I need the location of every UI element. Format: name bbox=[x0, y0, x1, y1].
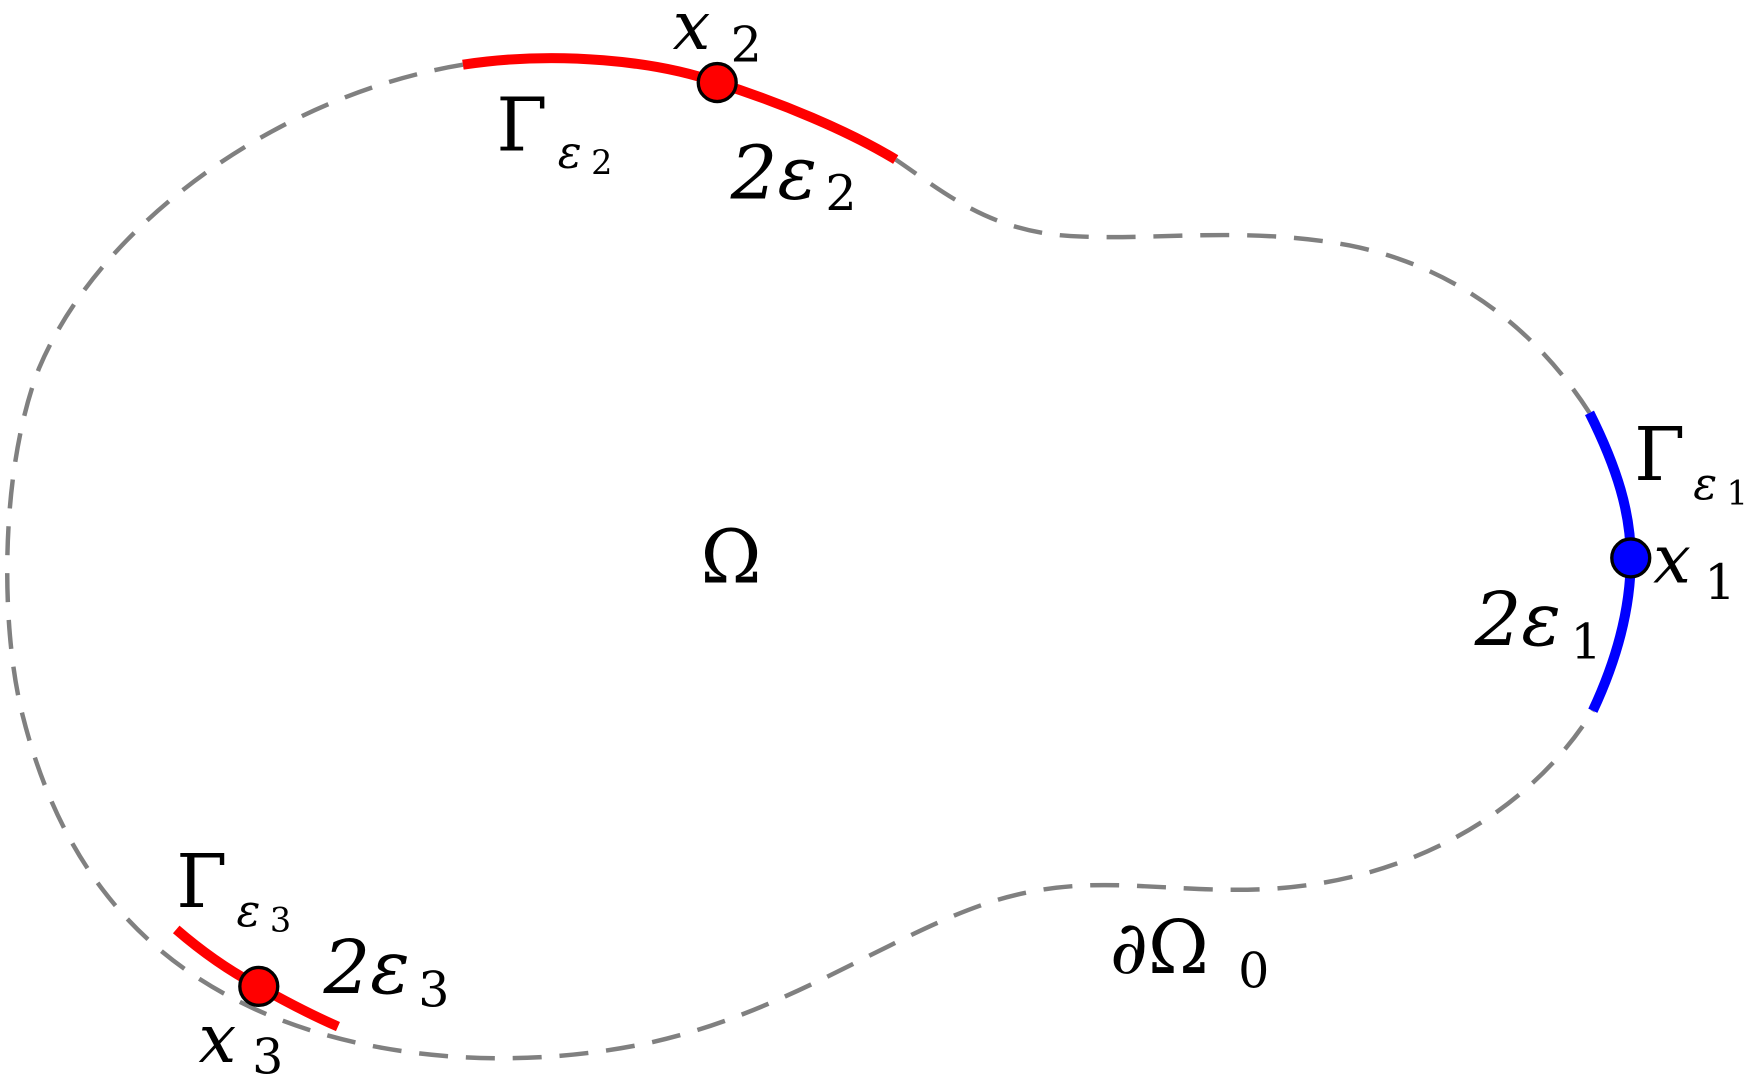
point-x1-label-sub: 1 bbox=[1704, 553, 1735, 611]
arc-gamma-eps2-label-main: Γ bbox=[496, 84, 547, 169]
point-x1-label: x 1 bbox=[1653, 520, 1736, 611]
arc-gamma-eps2-length-label: 2ε 2 bbox=[730, 132, 857, 222]
point-x2-label-main: x bbox=[673, 0, 711, 65]
arc-gamma-eps1-length-sub: 1 bbox=[1571, 612, 1602, 670]
arc-gamma-eps3-label-main: Γ bbox=[176, 840, 227, 925]
point-x2 bbox=[696, 61, 738, 104]
arc-gamma-eps3-label-subsub: 3 bbox=[270, 901, 291, 940]
point-x1-label-main: x bbox=[1653, 520, 1691, 598]
point-x1 bbox=[1610, 537, 1652, 579]
domain-label: Ω bbox=[700, 515, 761, 600]
point-x2-label-sub: 2 bbox=[731, 15, 762, 73]
point-x3 bbox=[238, 965, 280, 1008]
arc-gamma-eps2-label-subsub: 2 bbox=[591, 143, 612, 182]
arc-gamma-eps2-label-sub: ε bbox=[558, 126, 582, 178]
arc-gamma-eps3-length-main: 2ε bbox=[322, 926, 409, 1011]
arc-gamma-eps1-label-main: Γ bbox=[1634, 413, 1685, 498]
outer-boundary-label-main: ∂Ω bbox=[1110, 906, 1209, 991]
point-x3-label-sub: 3 bbox=[252, 1027, 283, 1079]
arc-gamma-eps1-label-subsub: 1 bbox=[1727, 473, 1748, 512]
arc-gamma-eps2-label: Γ ε 2 bbox=[496, 84, 612, 182]
outer-boundary-dashed bbox=[5, 62, 1595, 1061]
arc-gamma-eps3-length-sub: 3 bbox=[418, 960, 449, 1018]
point-x2-label: x 2 bbox=[673, 0, 762, 73]
outer-boundary-label: ∂Ω 0 bbox=[1110, 906, 1270, 1000]
arc-gamma-eps1-label-sub: ε bbox=[1693, 458, 1717, 510]
outer-boundary-label-sub: 0 bbox=[1238, 941, 1269, 999]
arc-gamma-eps2-length-sub: 2 bbox=[825, 164, 856, 222]
arc-gamma-eps3-label: Γ ε 3 bbox=[176, 840, 291, 940]
arc-gamma-eps3-length-label: 2ε 3 bbox=[322, 926, 449, 1018]
arc-gamma-eps3-label-sub: ε bbox=[236, 885, 260, 937]
arc-gamma-eps1-length-main: 2ε bbox=[1474, 578, 1561, 663]
point-x3-label-main: x bbox=[199, 1000, 237, 1078]
arc-gamma-eps1-length-label: 2ε 1 bbox=[1474, 578, 1602, 670]
arc-gamma-eps2-length-main: 2ε bbox=[730, 132, 817, 217]
point-x3-label: x 3 bbox=[199, 1000, 284, 1079]
arc-gamma-eps1-label: Γ ε 1 bbox=[1634, 413, 1748, 513]
